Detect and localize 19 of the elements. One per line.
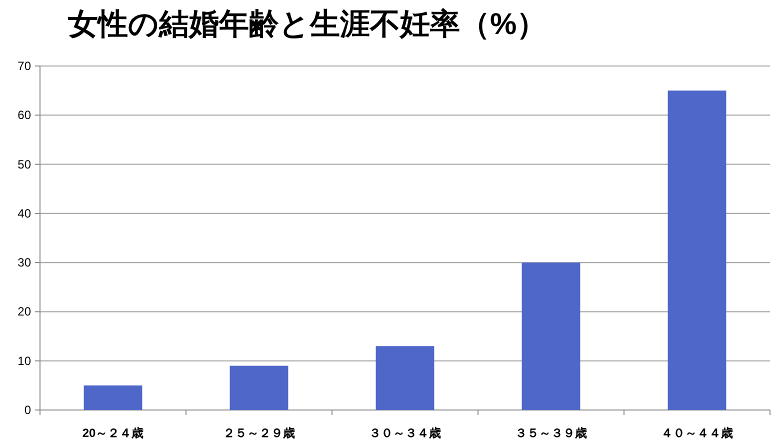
x-tick-label: ２５～２９歳	[223, 426, 295, 440]
y-tick-label: 0	[24, 403, 32, 417]
y-tick-label: 40	[18, 206, 32, 220]
y-tick-label: 70	[18, 59, 32, 73]
y-tick-label: 50	[18, 157, 32, 172]
y-tick-label: 20	[18, 304, 32, 319]
chart-title: 女性の結婚年齢と生涯不妊率（%）	[67, 7, 547, 41]
y-tick-label: 30	[18, 256, 32, 270]
bar	[522, 262, 580, 410]
x-tick-label: ４０～４４歳	[661, 426, 733, 440]
bar	[84, 385, 142, 410]
bar	[376, 346, 434, 410]
bar	[230, 366, 288, 410]
x-tick-label: 20～２４歳	[82, 426, 144, 440]
x-tick-label: ３０～３４歳	[369, 426, 441, 440]
y-tick-label: 10	[18, 354, 32, 368]
y-tick-label: 60	[18, 108, 32, 122]
x-tick-label: ３５～３９歳	[515, 426, 587, 440]
bar	[668, 90, 726, 410]
